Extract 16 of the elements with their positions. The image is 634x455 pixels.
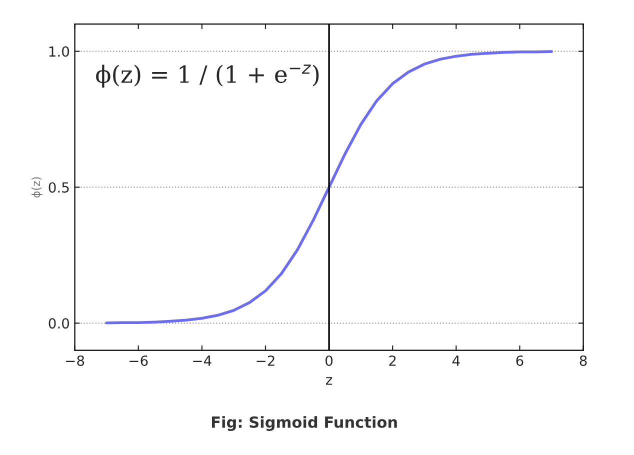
- y-axis-title: ϕ(z): [32, 177, 42, 198]
- x-tick-label: 4: [452, 356, 460, 366]
- text: Fig: Sigmoid Function: [212, 416, 397, 431]
- x-tick-label: 0: [326, 355, 333, 366]
- x-tick-label: 8: [580, 355, 587, 366]
- annotation: ϕ(z) = 1 / (1 + e$^{−z}$): [96, 64, 319, 88]
- y-tick-label: 0.0: [48, 318, 70, 329]
- x-tick-label: −8: [66, 355, 84, 366]
- x-tick-label: 2: [389, 355, 396, 366]
- x-tick-label: −6: [130, 355, 148, 366]
- x-tick-label: 6: [516, 355, 524, 366]
- x-tick-label: −4: [193, 356, 212, 366]
- x-tick-label: −2: [256, 355, 274, 366]
- y-tick-label: 0.5: [48, 182, 69, 193]
- y-tick-label: 1.0: [49, 46, 70, 57]
- x-axis-title: z: [326, 377, 332, 385]
